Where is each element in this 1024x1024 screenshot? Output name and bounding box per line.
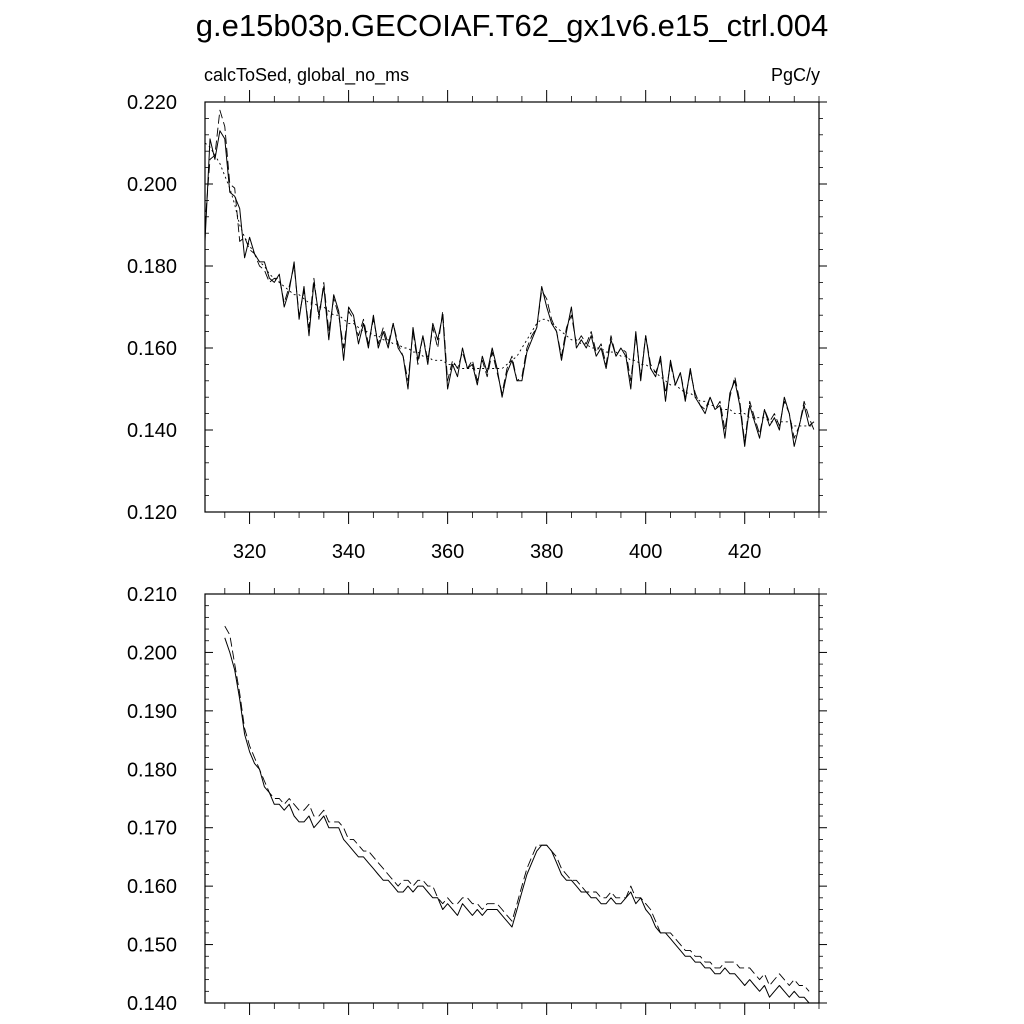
y-tick-label: 0.140 — [127, 420, 177, 442]
y-tick-label: 0.160 — [127, 876, 177, 898]
series-line-solid — [224, 637, 810, 1004]
variable-label: calcToSed, global_no_ms — [204, 65, 410, 85]
y-tick-label: 0.180 — [127, 759, 177, 781]
plot-frame — [204, 593, 820, 1004]
y-tick-label: 0.220 — [127, 92, 177, 114]
plot-frame — [204, 101, 820, 513]
y-tick-label: 0.150 — [127, 935, 177, 957]
series-line-dotted — [204, 142, 814, 427]
y-tick-label: 0.160 — [127, 338, 177, 360]
x-tick-label: 360 — [431, 541, 464, 563]
series-line-dashed — [224, 625, 810, 992]
plot-panel-2: 0.140 0.150 0.160 0.170 0.180 0.190 0.200 0.210 — [127, 582, 827, 1015]
x-tick-label: 420 — [728, 541, 761, 563]
y-tick-label: 0.170 — [127, 818, 177, 840]
y-tick-label: 0.180 — [127, 256, 177, 278]
x-tick-label: 320 — [233, 541, 266, 563]
units-label: PgC/y — [770, 65, 820, 85]
y-tick-label: 0.190 — [127, 701, 177, 723]
y-tick-label: 0.210 — [127, 584, 177, 606]
x-tick-label: 340 — [332, 541, 365, 563]
y-tick-label: 0.200 — [127, 642, 177, 664]
x-tick-label: 400 — [629, 541, 662, 563]
y-tick-label: 0.140 — [127, 993, 177, 1015]
y-tick-label: 0.200 — [127, 174, 177, 196]
plot-panel-1: 0.120 0.140 0.160 0.180 0.200 0.220 320 340 360 3… — [127, 90, 827, 563]
x-tick-label: 380 — [530, 541, 563, 563]
y-tick-label: 0.120 — [127, 502, 177, 524]
series-line-dashed — [204, 109, 815, 443]
chart-title: g.e15b03p.GECOIAF.T62_gx1v6.e15_ctrl.004 — [195, 8, 829, 43]
